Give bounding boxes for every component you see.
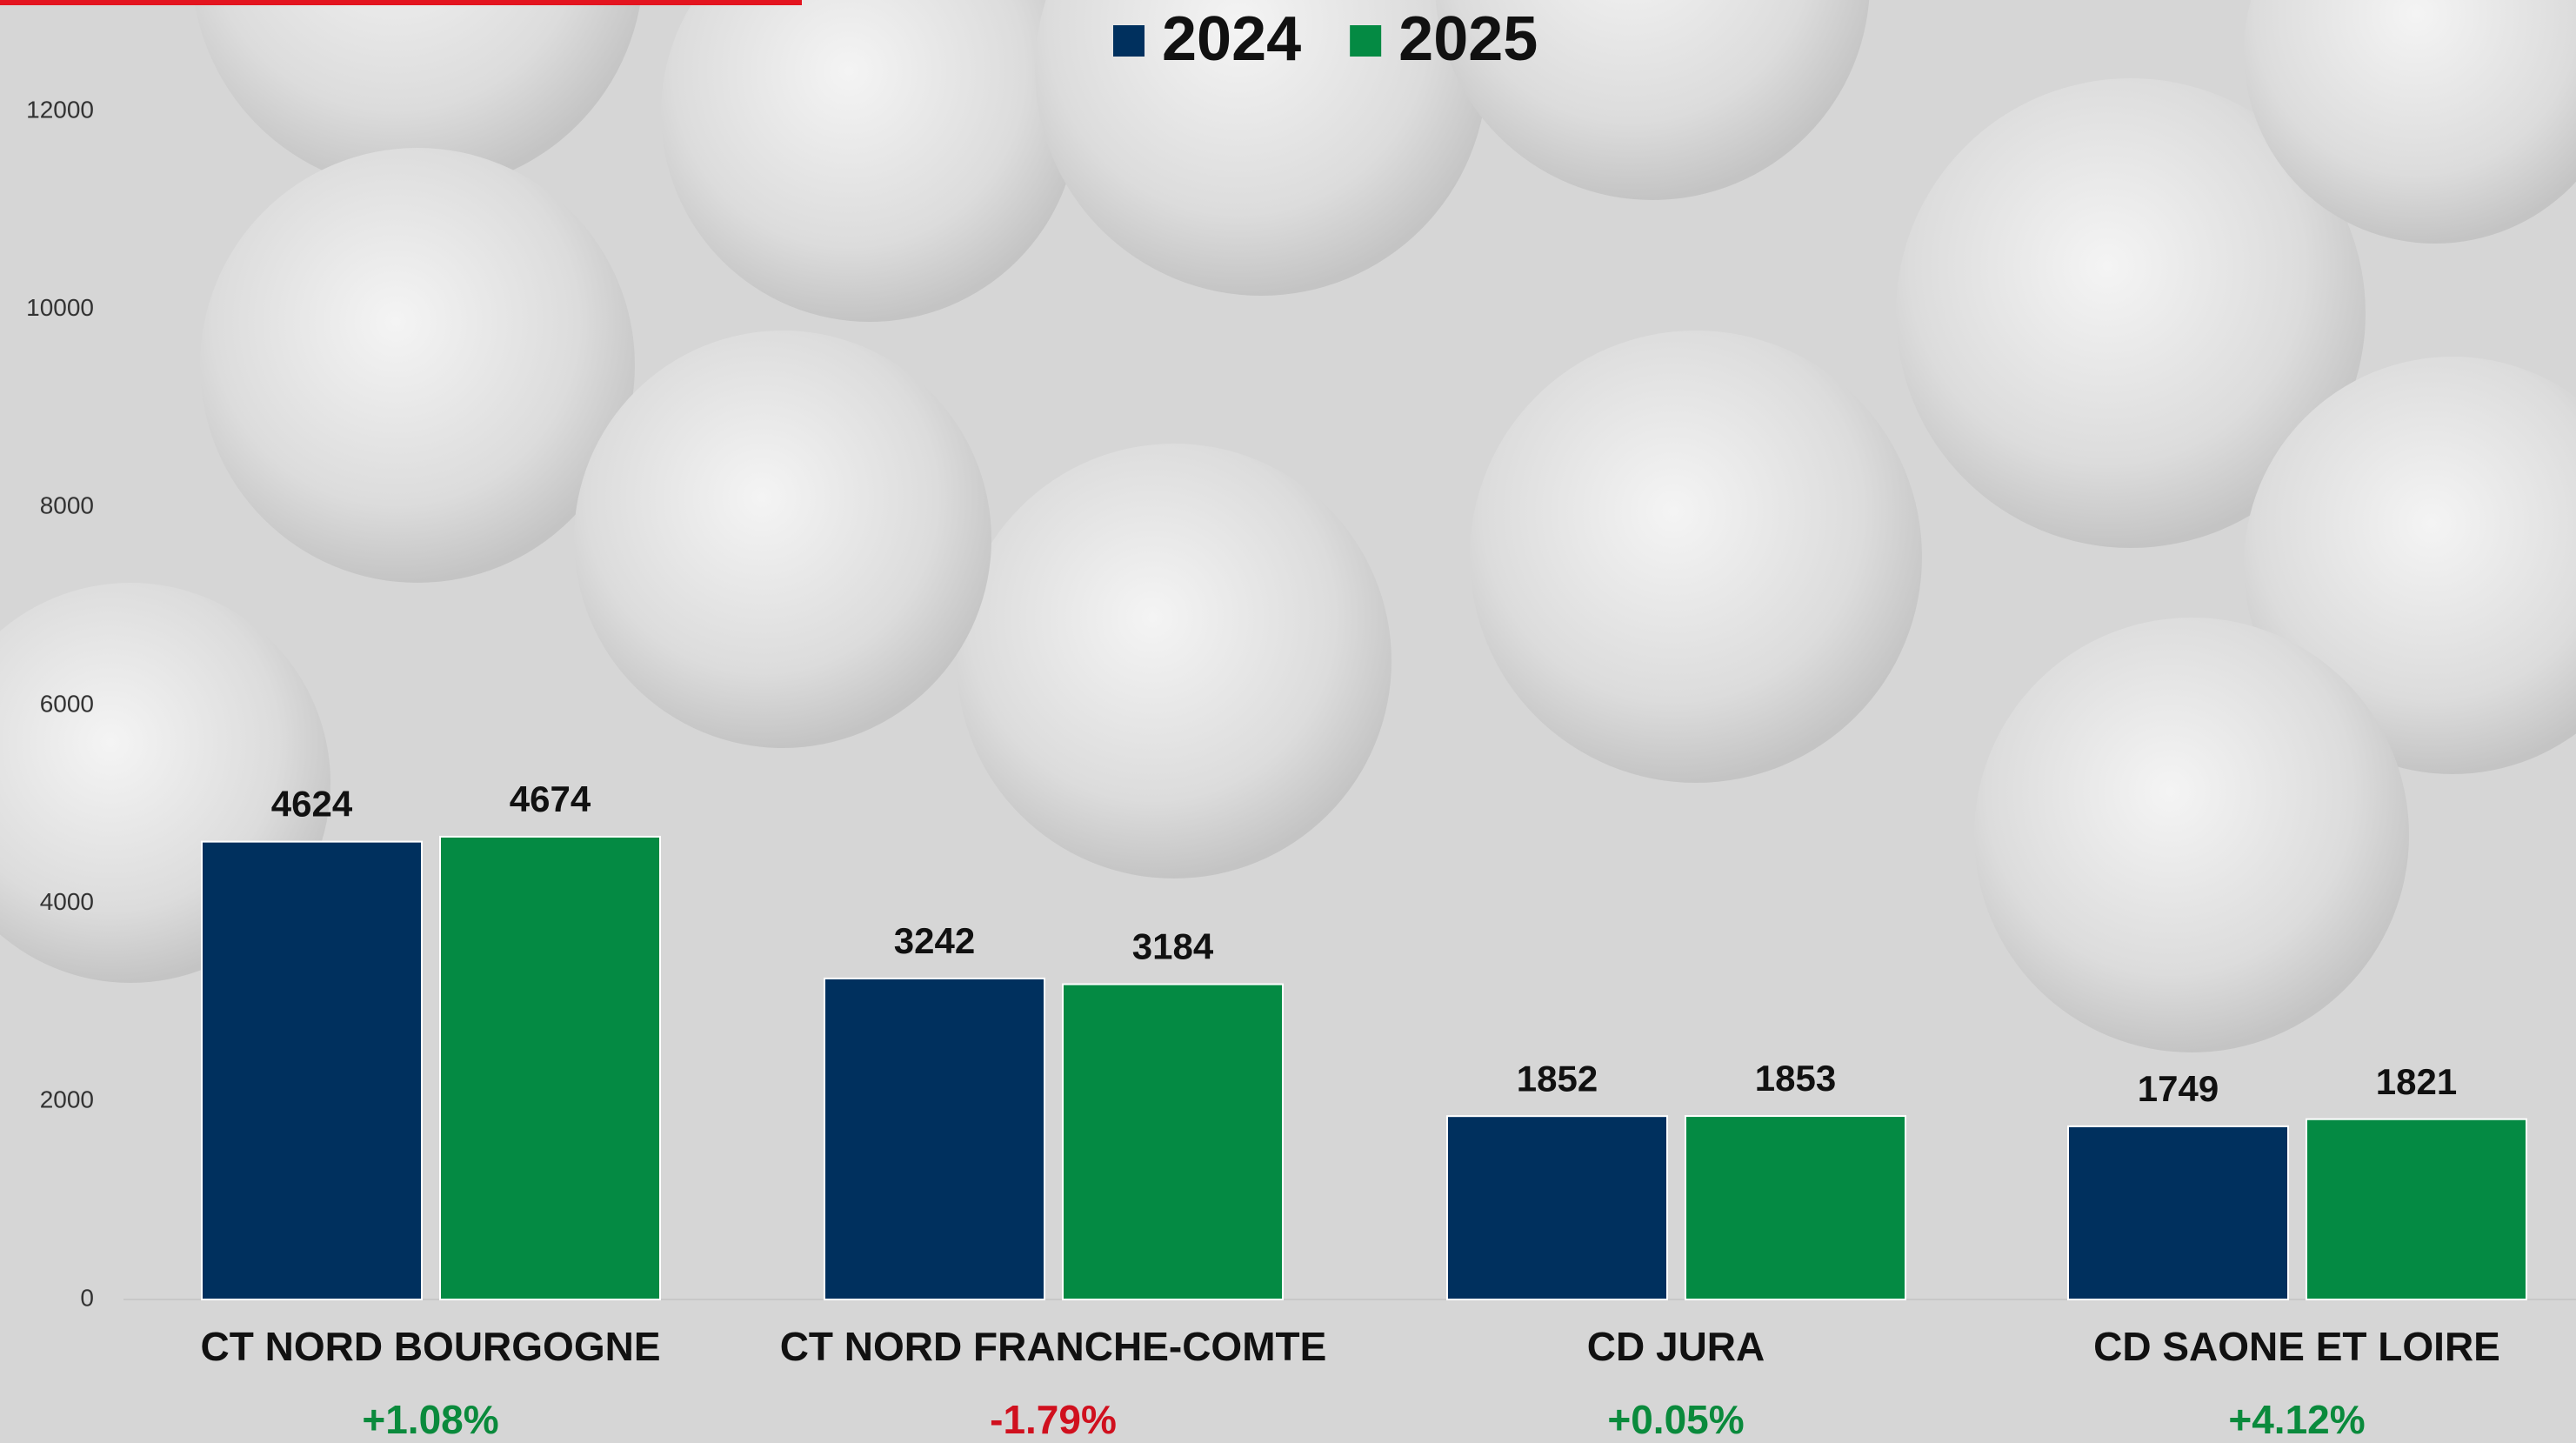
legend-swatch xyxy=(1113,25,1145,57)
y-tick-label: 2000 xyxy=(40,1086,94,1113)
category-label: CT NORD FRANCHE-COMTE xyxy=(780,1324,1327,1369)
bar xyxy=(201,840,423,1300)
bar xyxy=(2306,1118,2527,1300)
change-label: -1.79% xyxy=(990,1397,1117,1442)
category-label: CT NORD BOURGOGNE xyxy=(201,1324,661,1369)
category-label: CD SAONE ET LOIRE xyxy=(2093,1324,2500,1369)
y-tick-label: 4000 xyxy=(40,888,94,915)
legend-label: 2024 xyxy=(1162,4,1301,74)
data-label: 4624 xyxy=(271,784,353,825)
change-label: +0.05% xyxy=(1607,1397,1744,1442)
legend-label: 2025 xyxy=(1398,4,1538,74)
data-label: 3184 xyxy=(1132,926,1214,967)
change-label: +4.12% xyxy=(2228,1397,2365,1442)
data-label: 1852 xyxy=(1517,1058,1598,1099)
data-label: 4674 xyxy=(510,778,591,819)
data-label: 1853 xyxy=(1755,1058,1836,1099)
bar xyxy=(1685,1115,1906,1300)
bar xyxy=(1062,983,1284,1301)
y-tick-label: 0 xyxy=(80,1284,94,1311)
bar xyxy=(2067,1125,2289,1301)
change-label: +1.08% xyxy=(362,1397,498,1442)
category-label: CD JURA xyxy=(1587,1324,1765,1369)
bar xyxy=(1446,1115,1668,1300)
bar xyxy=(824,977,1045,1301)
y-tick-label: 8000 xyxy=(40,492,94,519)
data-label: 1749 xyxy=(2138,1068,2219,1109)
y-tick-label: 10000 xyxy=(26,294,94,321)
y-tick-label: 12000 xyxy=(26,96,94,123)
y-tick-label: 6000 xyxy=(40,690,94,717)
data-label: 3242 xyxy=(894,920,975,961)
data-label: 1821 xyxy=(2376,1061,2457,1102)
bar xyxy=(439,835,661,1300)
legend-swatch xyxy=(1350,25,1382,57)
